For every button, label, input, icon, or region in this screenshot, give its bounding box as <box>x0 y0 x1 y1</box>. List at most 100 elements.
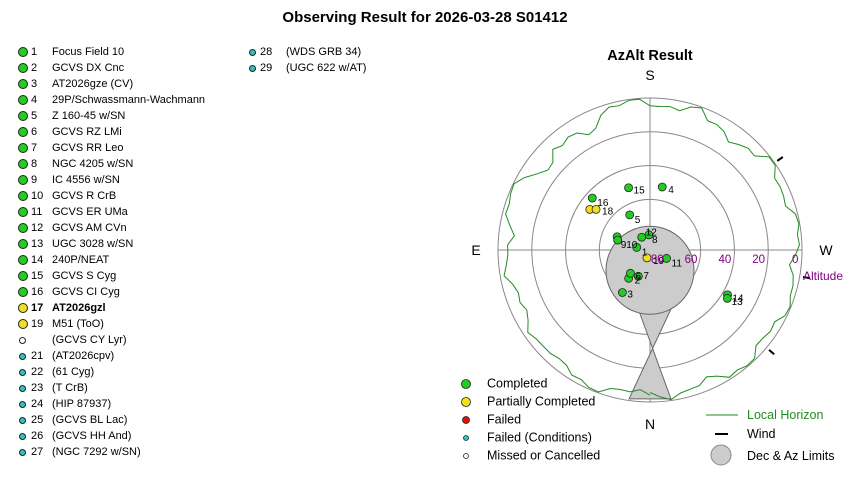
target-name: Z 160-45 w/SN <box>52 110 126 122</box>
target-point <box>624 183 633 193</box>
target-number: 29 <box>260 62 273 74</box>
target-number: 2 <box>31 62 38 74</box>
target-number: 4 <box>31 94 38 106</box>
legend-failed-conditions: Failed (Conditions) <box>487 431 592 445</box>
legend-completed: Completed <box>487 377 547 391</box>
target-list: 1 Focus Field 10 2 GCVS DX Cnc 3 AT2026gze (C… <box>18 44 248 464</box>
target-point <box>626 268 635 278</box>
wind-mark <box>776 156 784 162</box>
status-dot <box>18 239 28 249</box>
target-name: (GCVS HH And) <box>52 430 132 442</box>
point-label: 18 <box>602 206 614 217</box>
status-dot <box>18 127 28 137</box>
direction-west: W <box>819 242 833 258</box>
altitude-rings <box>497 97 803 403</box>
target-number: 16 <box>31 286 44 298</box>
dec-az-limits <box>605 225 695 400</box>
point-label: 5 <box>635 215 641 226</box>
target-point <box>722 293 732 303</box>
target-name: GCVS AM CVn <box>52 222 127 234</box>
target-point <box>587 193 597 203</box>
altitude-tick: 80 <box>651 254 664 266</box>
target-name: (61 Cyg) <box>52 366 95 378</box>
target-name: M51 (ToO) <box>52 318 104 330</box>
target-name: (AT2026cpv) <box>52 350 115 362</box>
point-label: 15 <box>634 186 646 197</box>
legend-failed: Failed <box>487 413 521 427</box>
status-dot <box>18 95 28 105</box>
target-name: (NGC 7292 w/SN) <box>52 446 141 458</box>
legend-failed-conditions-marker <box>463 435 469 441</box>
target-name: 29P/Schwassmann-Wachmann <box>52 94 206 106</box>
target-name: AT2026gzl <box>52 302 106 314</box>
target-number: 9 <box>31 174 38 186</box>
target-number: 10 <box>31 190 44 202</box>
status-dot <box>18 79 28 89</box>
target-name: 240P/NEAT <box>52 254 110 266</box>
chart-title: AzAlt Result <box>607 48 693 64</box>
target-points <box>585 182 732 303</box>
point-label: 19 <box>653 256 665 267</box>
target-point <box>633 271 643 281</box>
target-number: 13 <box>31 238 44 250</box>
target-number: 17 <box>31 302 44 314</box>
target-name: (T CrB) <box>52 382 88 394</box>
altitude-tick: 20 <box>752 254 765 266</box>
direction-south: S <box>645 67 654 83</box>
status-dot <box>18 175 28 185</box>
legend-limits-marker <box>710 444 732 466</box>
target-name: GCVS S Cyg <box>52 270 117 282</box>
target-name: (GCVS BL Lac) <box>52 414 128 426</box>
target-point <box>618 288 627 297</box>
target-name: GCVS CI Cyg <box>52 286 120 298</box>
target-point <box>662 254 671 263</box>
altitude-tick: 60 <box>685 254 698 266</box>
target-number: 7 <box>31 142 38 154</box>
status-dot <box>18 287 28 297</box>
legend-missed: Missed or Cancelled <box>487 449 600 463</box>
target-name: UGC 3028 w/SN <box>52 238 134 250</box>
target-number: 14 <box>31 254 44 266</box>
target-point <box>657 182 667 192</box>
status-dot <box>19 337 26 344</box>
target-point <box>642 253 652 263</box>
target-name: GCVS RR Leo <box>52 142 124 154</box>
target-number: 1 <box>31 46 38 58</box>
status-dot <box>18 223 28 233</box>
target-number: 8 <box>31 158 38 170</box>
legend-partial: Partially Completed <box>487 395 595 409</box>
altitude-tick: 0 <box>792 254 798 266</box>
legend-wind: Wind <box>747 427 776 441</box>
status-dot <box>18 207 28 217</box>
altitude-tick: 40 <box>718 254 731 266</box>
horizon-line <box>503 98 801 401</box>
target-number: 28 <box>260 46 273 58</box>
legend-failed-marker <box>462 416 470 424</box>
status-dot <box>18 303 28 313</box>
target-name: IC 4556 w/SN <box>52 174 120 186</box>
status-dot <box>18 319 28 329</box>
status-dot <box>19 385 26 392</box>
page-title: Observing Result for 2026-03-28 S01412 <box>282 9 568 26</box>
status-dot <box>19 401 26 408</box>
target-number: 26 <box>31 430 44 442</box>
target-number: 6 <box>31 126 38 138</box>
point-label: 8 <box>652 235 658 246</box>
status-dot <box>19 369 26 376</box>
status-dot <box>18 255 28 265</box>
point-label: 3 <box>627 289 633 300</box>
target-number: 15 <box>31 270 44 282</box>
status-dot <box>19 353 26 360</box>
target-name: Focus Field 10 <box>52 46 125 58</box>
status-dot <box>18 63 28 73</box>
dec-limit-circle <box>605 225 695 315</box>
status-dot <box>249 49 256 56</box>
target-number: 19 <box>31 318 44 330</box>
point-label: 1 <box>642 247 648 258</box>
legend-completed-marker <box>461 379 471 389</box>
point-label: 12 <box>646 227 658 238</box>
legend-missed-marker <box>463 453 469 459</box>
target-number: 3 <box>31 78 38 90</box>
